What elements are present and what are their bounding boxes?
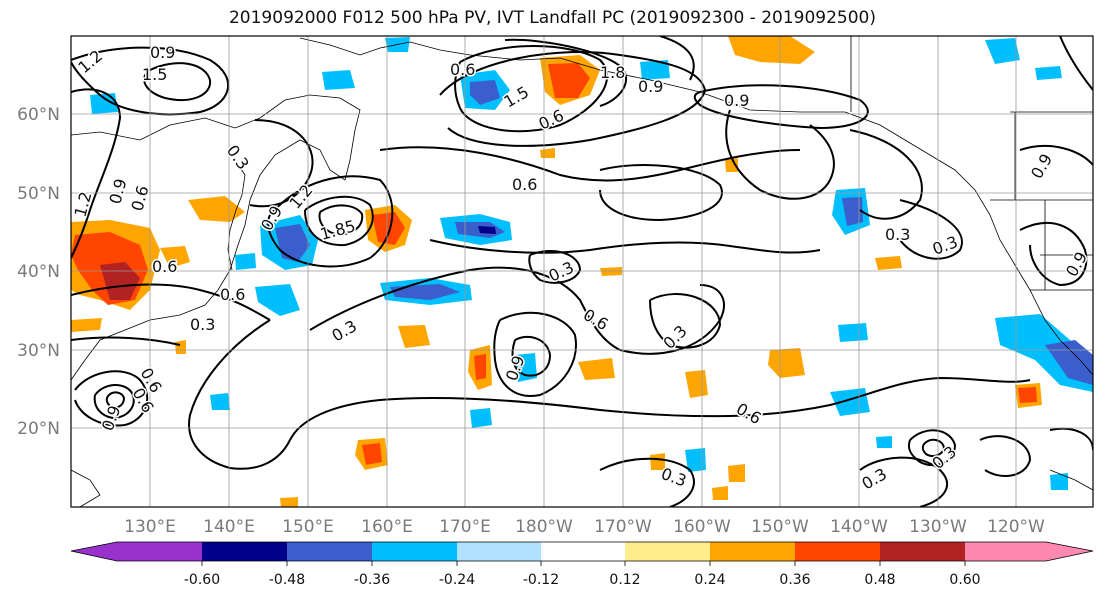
colorbar-tick-label: 0.48 (864, 572, 895, 588)
longitude-labels: 130°E 140°E 150°E 160°E 170°E 180°W 170°… (124, 517, 1045, 537)
lat-label: 60°N (17, 105, 60, 125)
colorbar-tick-label: 0.60 (949, 572, 980, 588)
colorbar-segment (457, 542, 541, 561)
colorbar-high-extension (1046, 542, 1093, 561)
colorbar-tick-label: 0.36 (779, 572, 810, 588)
colorbar-tick-label: 0.12 (609, 572, 640, 588)
lon-label: 140°E (203, 517, 255, 537)
contour-label: 1.8 (600, 63, 625, 82)
lon-label: 160°E (361, 517, 413, 537)
colorbar-tick-label: -0.12 (523, 572, 559, 588)
colorbar-low-extension (71, 542, 117, 561)
colorbar-segment (202, 542, 287, 561)
lon-label: 120°W (987, 517, 1045, 537)
contour-label: 0.6 (152, 257, 177, 276)
colorbar-tick-label: -0.24 (439, 572, 475, 588)
colorbar-segment (287, 542, 372, 561)
colorbar-segment (710, 542, 795, 561)
colorbar-segment (541, 542, 625, 561)
lat-label: 50°N (17, 184, 60, 204)
contour-label: 0.6 (220, 285, 245, 304)
colorbar-segment (880, 542, 965, 561)
contour-label: 0.9 (150, 43, 175, 62)
colorbar-tick-label: -0.60 (184, 572, 220, 588)
colorbar-tick-label: -0.36 (354, 572, 390, 588)
lon-label: 160°W (673, 517, 731, 537)
map-figure: 0.9 1.5 1.2 0.6 1.8 0.9 1.5 0.9 0.6 0.6 … (0, 0, 1105, 601)
colorbar-segment (625, 542, 710, 561)
lat-label: 30°N (17, 341, 60, 361)
lon-label: 130°E (124, 517, 176, 537)
contour-label: 0.9 (638, 77, 663, 96)
colorbar-segment (965, 542, 1046, 561)
colorbar-segment (795, 542, 880, 561)
lat-label: 40°N (17, 262, 60, 282)
lon-label: 170°E (439, 517, 491, 537)
lon-label: 140°W (830, 517, 888, 537)
lon-label: 180°W (515, 517, 573, 537)
colorbar: -0.60 -0.48 -0.36 -0.24 -0.12 0.12 0.24 … (71, 542, 1093, 588)
lat-label: 20°N (17, 419, 60, 439)
colorbar-tick-label: 0.24 (694, 572, 725, 588)
contour-label: 1.5 (142, 65, 167, 84)
lon-label: 170°W (594, 517, 652, 537)
lon-label: 150°W (751, 517, 809, 537)
colorbar-tick-label: -0.48 (269, 572, 305, 588)
contour-label: 0.6 (450, 60, 475, 79)
colorbar-segment (117, 542, 202, 561)
map-panel (71, 36, 1093, 507)
contour-label: 0.9 (724, 91, 749, 110)
lon-label: 130°W (909, 517, 967, 537)
latitude-labels: 60°N 50°N 40°N 30°N 20°N (17, 105, 60, 439)
lon-label: 150°E (282, 517, 334, 537)
colorbar-segment (372, 542, 457, 561)
contour-label: 0.3 (885, 225, 910, 244)
contour-label: 0.3 (190, 315, 215, 334)
contour-label: 0.6 (512, 175, 537, 194)
